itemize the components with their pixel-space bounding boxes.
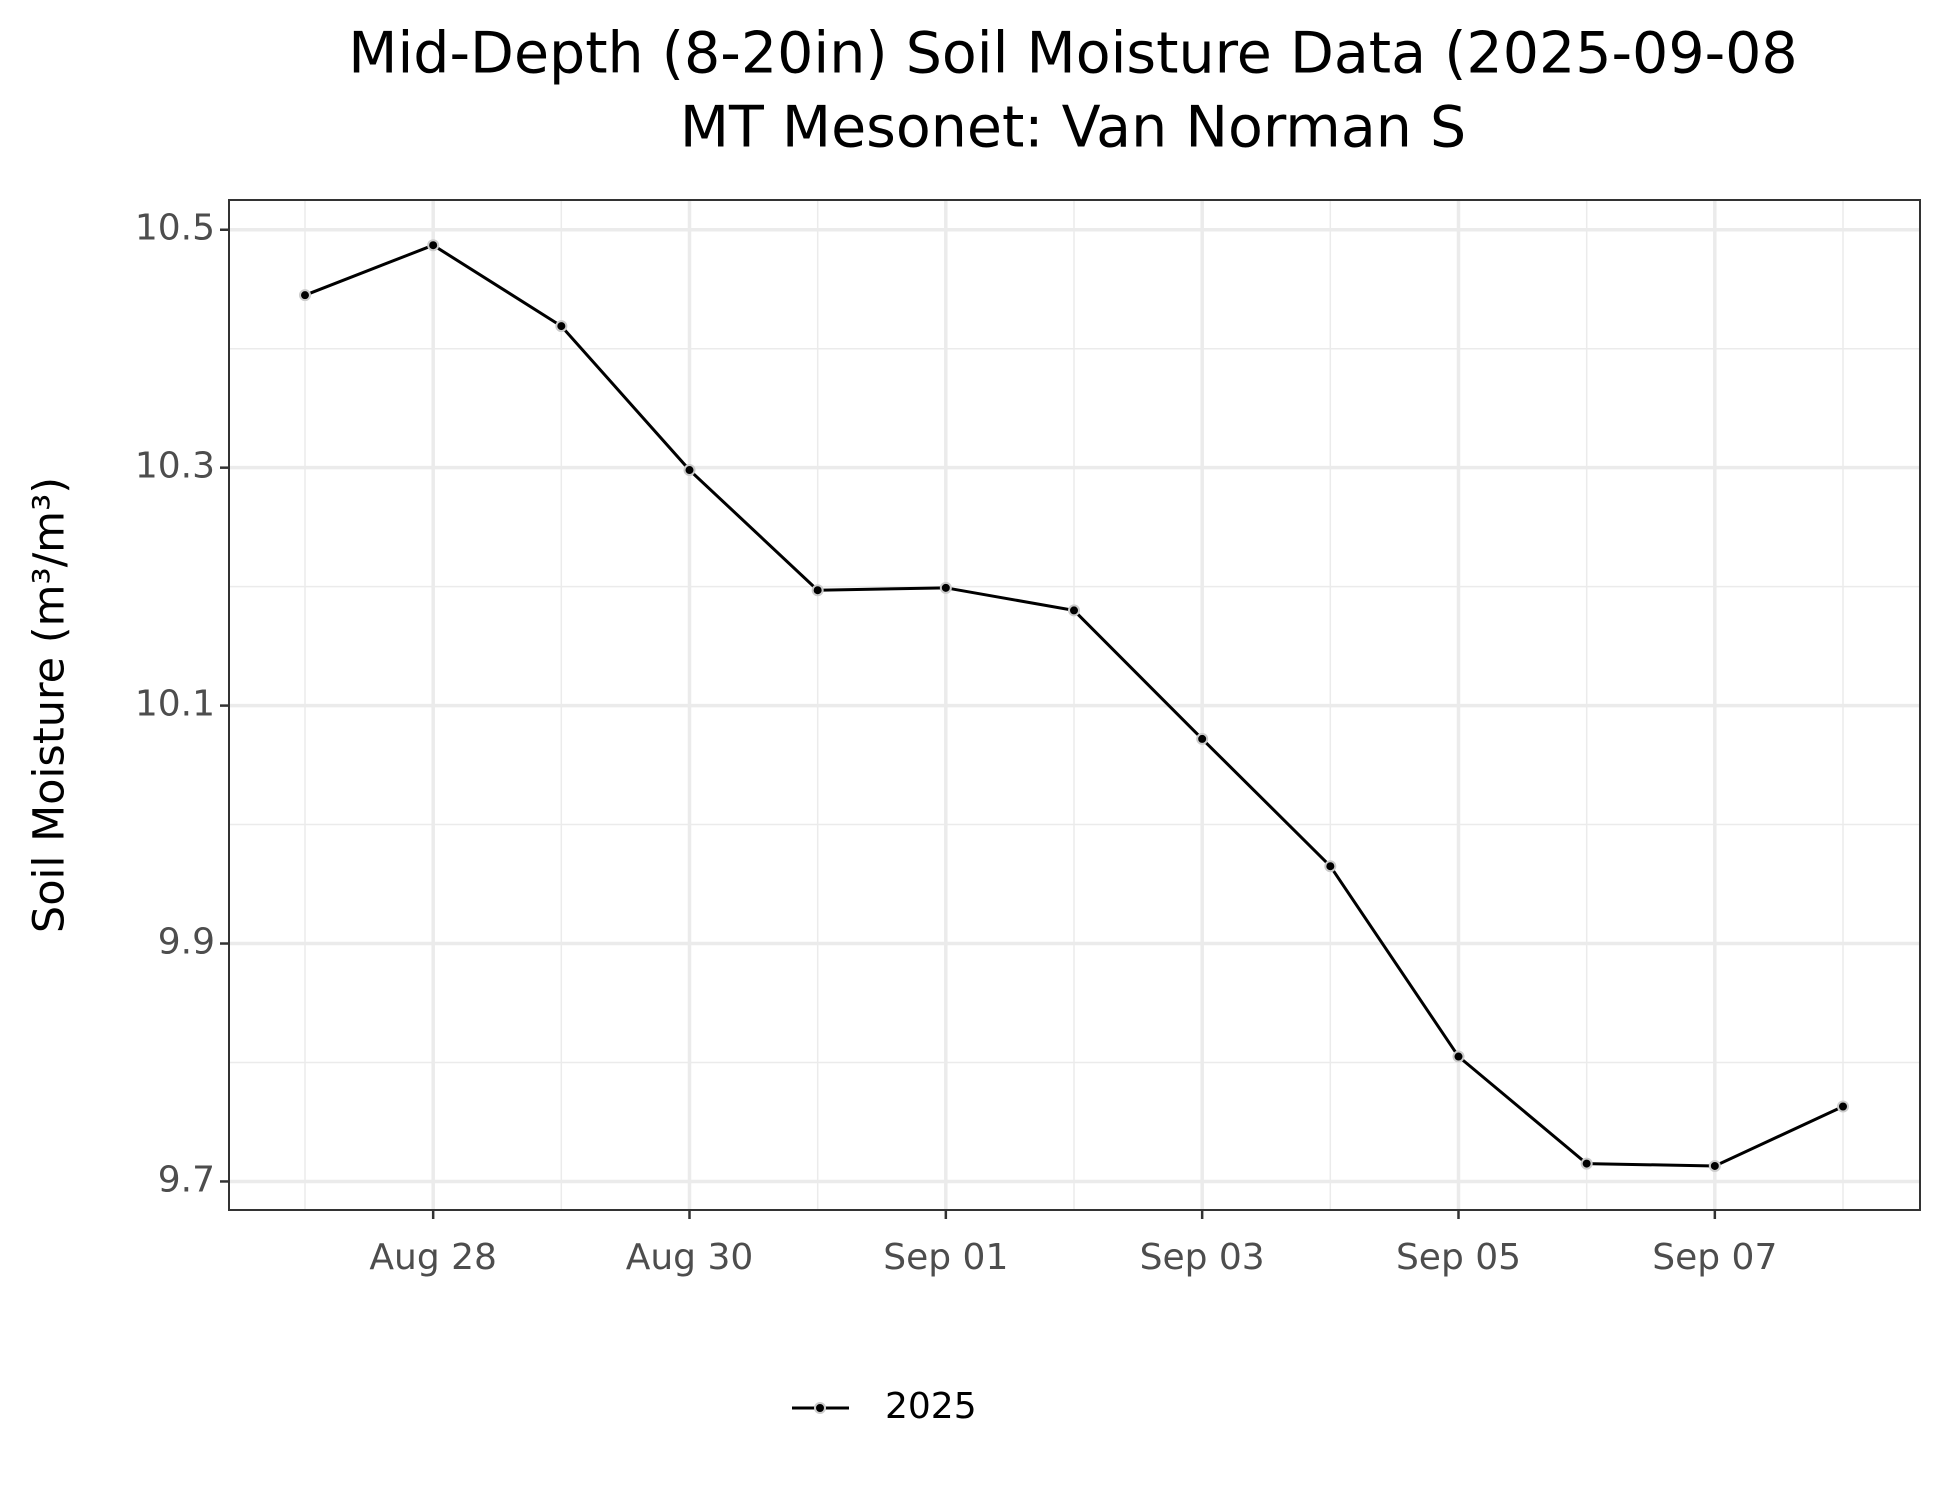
data-point	[683, 464, 696, 477]
chart-title: Mid-Depth (8-20in) Soil Moisture Data (2…	[348, 21, 1797, 87]
y-tick-label: 10.1	[135, 684, 215, 725]
data-point	[1324, 860, 1337, 873]
x-tick-label: Sep 07	[1652, 1237, 1777, 1278]
y-tick-label: 10.5	[135, 208, 215, 249]
legend-point	[814, 1402, 826, 1414]
data-point	[1837, 1100, 1849, 1113]
x-tick-label: Sep 01	[883, 1237, 1008, 1278]
data-point	[299, 289, 311, 302]
y-tick-label: 10.3	[135, 446, 215, 487]
chart-subtitle: MT Mesonet: Van Norman S	[680, 95, 1466, 161]
data-point	[555, 320, 568, 333]
data-point	[1068, 604, 1080, 617]
legend-label: 2025	[885, 1386, 977, 1427]
data-point	[1580, 1157, 1593, 1170]
panel-border	[228, 199, 1921, 1211]
x-tick-label: Aug 28	[369, 1237, 497, 1278]
y-axis-label: Soil Moisture (m³/m³)	[25, 477, 75, 933]
y-tick-label: 9.9	[158, 922, 215, 963]
data-point	[1708, 1159, 1721, 1172]
data-point	[1196, 732, 1209, 745]
y-tick-label: 9.7	[158, 1159, 215, 1200]
x-tick-label: Sep 03	[1140, 1237, 1265, 1278]
x-tick-label: Sep 05	[1396, 1237, 1521, 1278]
data-point	[427, 239, 440, 252]
data-point	[939, 581, 952, 594]
x-tick-label: Aug 30	[626, 1237, 754, 1278]
data-point	[811, 584, 824, 597]
data-point	[1452, 1050, 1465, 1063]
